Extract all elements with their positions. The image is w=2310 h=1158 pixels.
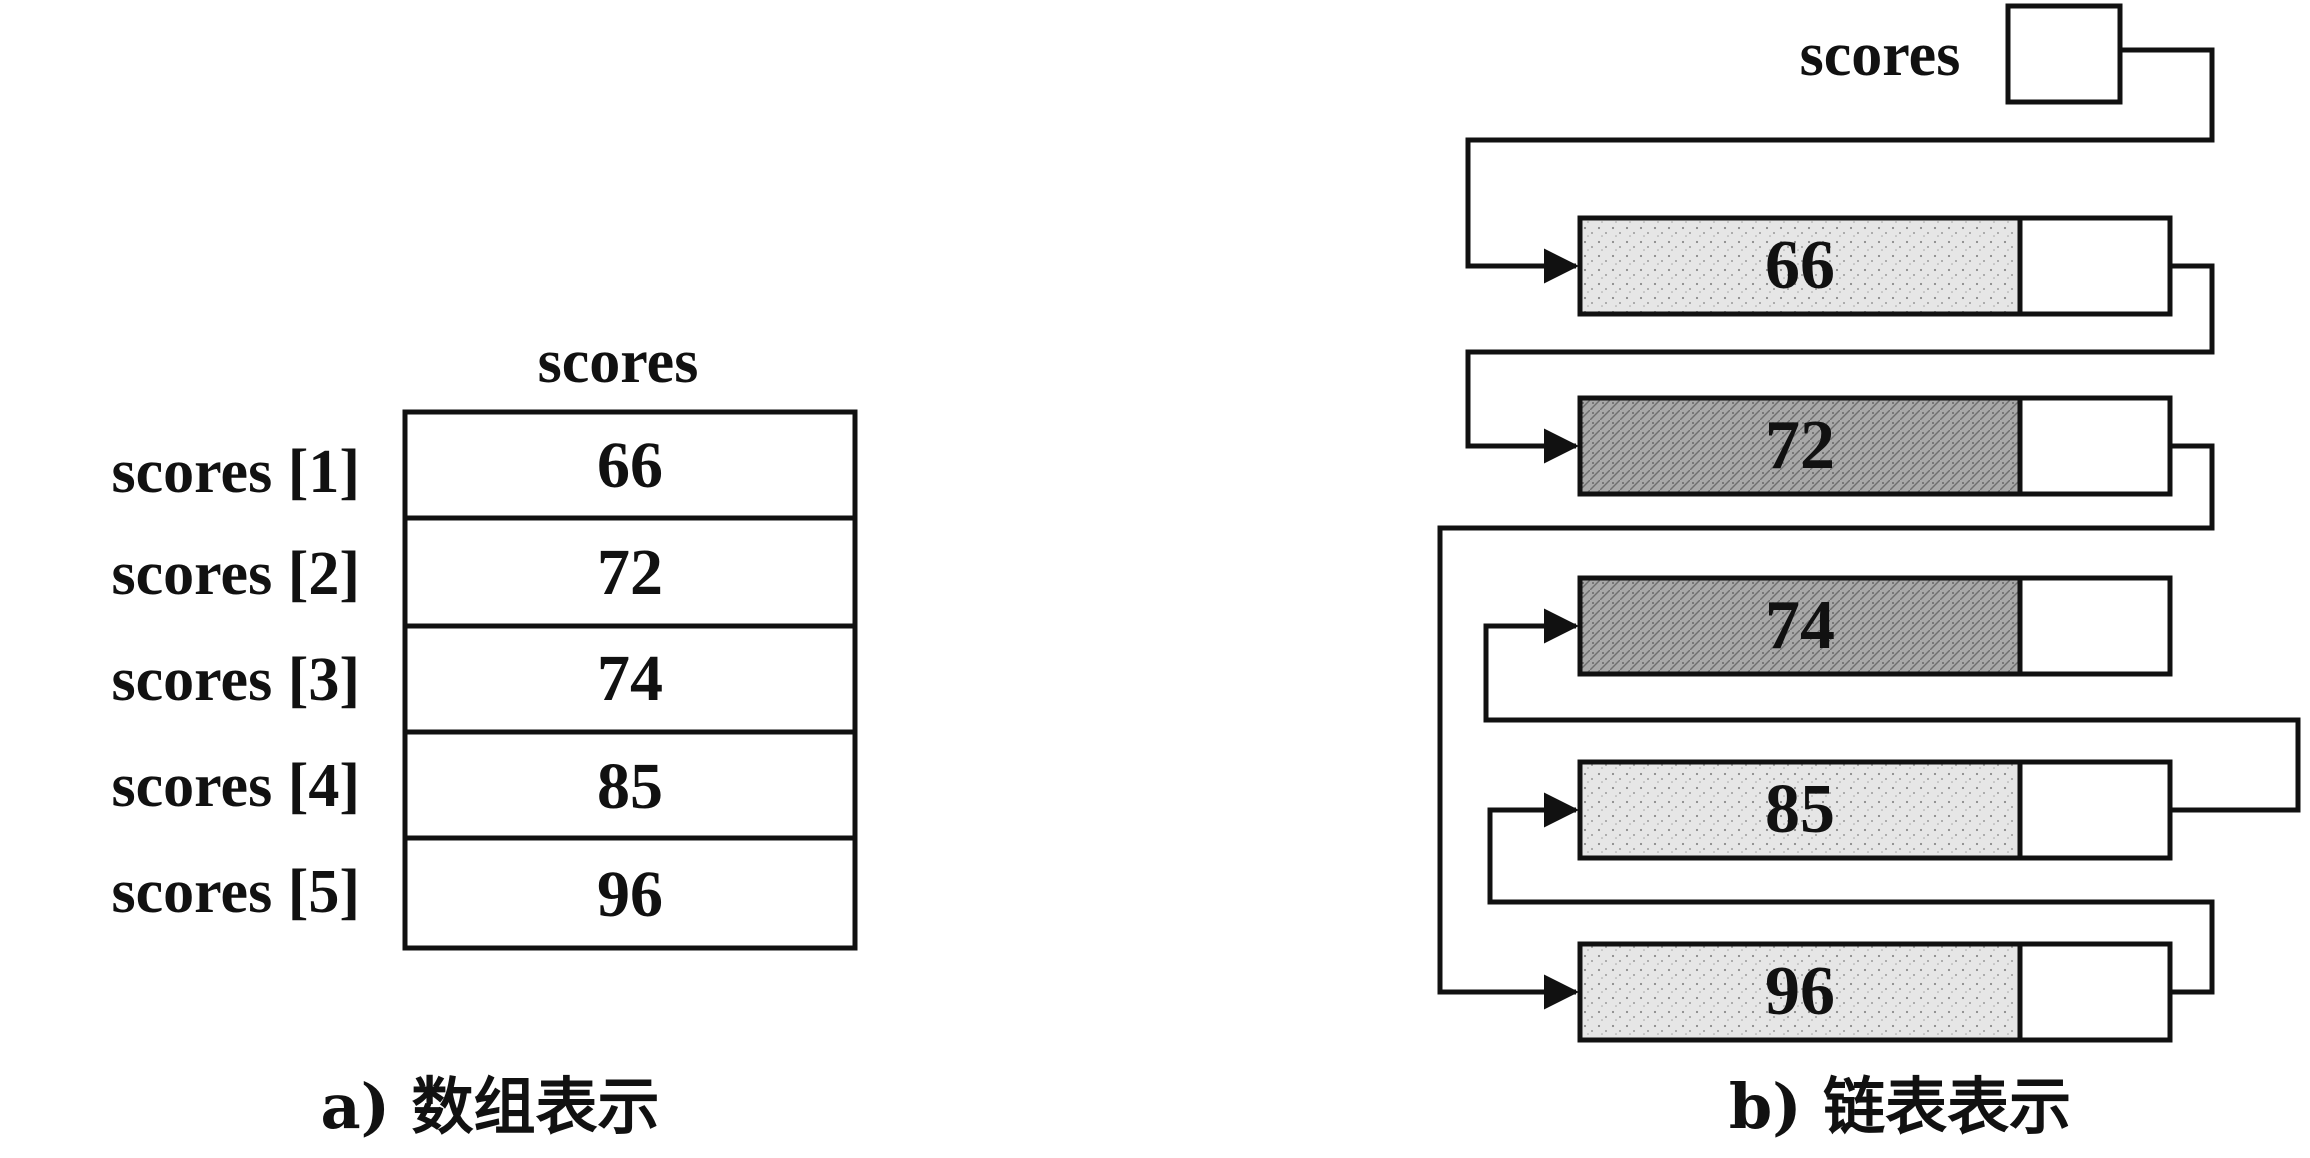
array-cell-value-1: 66: [597, 429, 663, 502]
array-cell-value-4: 85: [597, 750, 663, 823]
array-cell-3: scores [3] 74: [112, 623, 858, 735]
array-view: scores scores [1] 66 scores [2] 72 score…: [112, 328, 858, 1143]
array-index-label-1: scores [1]: [112, 438, 360, 506]
linked-node-value-5: 96: [1765, 953, 1835, 1030]
link-arrow-node-4-to-node-3: [1483, 608, 2301, 813]
array-cell-value-5: 96: [597, 858, 663, 931]
linked-node-2: 72: [1577, 395, 2173, 497]
linked-node-value-4: 85: [1765, 771, 1835, 848]
array-cell-5: scores [5] 96: [112, 835, 858, 951]
link-arrow-node-2-to-node-5: [1437, 443, 2215, 1010]
array-cell-box-2: [402, 515, 858, 629]
linked-node-data-box-1: [1577, 215, 2023, 317]
linked-node-3: 74: [1577, 575, 2173, 677]
linked-node-pointer-box-2: [2017, 395, 2173, 497]
linked-node-pointer-box-5: [2017, 941, 2173, 1043]
linked-node-5: 96: [1577, 941, 2173, 1043]
linked-node-data-box-5: [1577, 941, 2023, 1043]
array-cell-4: scores [4] 85: [112, 729, 858, 841]
array-index-label-3: scores [3]: [112, 646, 360, 714]
array-cell-box-4: [402, 729, 858, 841]
linked-node-pointer-box-4: [2017, 759, 2173, 861]
array-index-label-4: scores [4]: [112, 752, 360, 820]
linked-node-4: 85: [1577, 759, 2173, 861]
linked-node-data-box-3: [1577, 575, 2023, 677]
linked-node-1: 66: [1577, 215, 2173, 317]
linked-list-view: scores 66 72 74 85 9: [1437, 3, 2301, 1143]
linked-head-pointer-box: [2005, 3, 2123, 105]
array-cell-box-1: [402, 409, 858, 521]
linked-node-data-box-2: [1577, 395, 2023, 497]
linked-node-value-1: 66: [1765, 227, 1835, 304]
linked-head-label: scores: [1800, 21, 1961, 89]
array-cell-value-2: 72: [597, 536, 663, 609]
array-cell-2: scores [2] 72: [112, 515, 858, 629]
linked-node-data-box-4: [1577, 759, 2023, 861]
array-index-label-5: scores [5]: [112, 858, 360, 926]
array-cell-box-5: [402, 835, 858, 951]
array-caption: a) 数组表示: [320, 1070, 659, 1143]
array-index-label-2: scores [2]: [112, 540, 360, 608]
link-arrow-head-to-node-1: [1465, 47, 2215, 284]
linked-node-value-2: 72: [1765, 407, 1835, 484]
linked-node-pointer-box-1: [2017, 215, 2173, 317]
linked-node-pointer-box-3: [2017, 575, 2173, 677]
linked-list-caption: b) 链表表示: [1729, 1070, 2071, 1143]
array-cell-1: scores [1] 66: [112, 409, 858, 521]
array-cell-value-3: 74: [597, 642, 663, 715]
link-arrow-node-1-to-node-2: [1465, 263, 2215, 464]
array-header-label: scores: [538, 328, 699, 396]
linked-node-value-3: 74: [1765, 587, 1835, 664]
link-arrow-node-5-to-node-4: [1487, 792, 2215, 995]
